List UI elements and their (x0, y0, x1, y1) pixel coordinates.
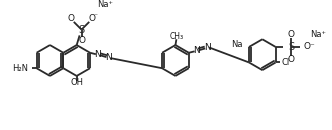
Text: Na⁺: Na⁺ (97, 0, 113, 9)
Text: O: O (288, 30, 295, 39)
Text: O⁻: O⁻ (304, 43, 315, 51)
Text: ⁻: ⁻ (93, 12, 97, 21)
Text: N: N (94, 50, 101, 59)
Text: O: O (288, 55, 295, 64)
Text: H₂N: H₂N (12, 64, 28, 73)
Text: Cl: Cl (282, 58, 290, 67)
Text: O: O (89, 14, 96, 24)
Text: OH: OH (70, 78, 83, 87)
Text: N: N (105, 53, 112, 62)
Text: N: N (204, 43, 210, 52)
Text: Na⁺: Na⁺ (310, 30, 326, 39)
Text: Na: Na (231, 40, 242, 49)
Text: O: O (67, 14, 74, 24)
Text: CH₃: CH₃ (169, 32, 184, 41)
Text: O: O (78, 36, 85, 45)
Text: N: N (193, 46, 200, 55)
Text: S: S (288, 42, 294, 52)
Text: S: S (78, 25, 85, 35)
